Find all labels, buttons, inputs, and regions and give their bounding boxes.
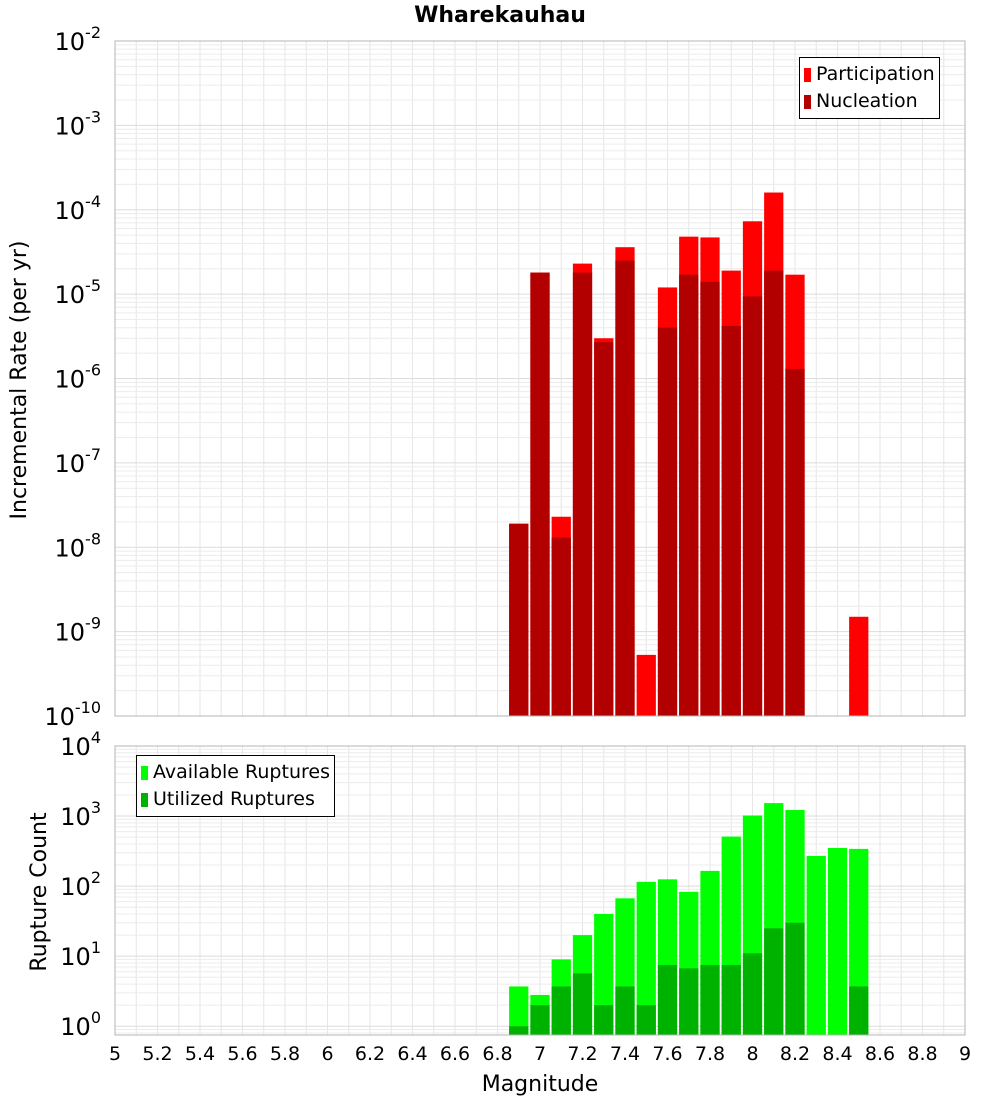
count-x-tick-label: 7.4	[610, 1043, 640, 1065]
chart-title: Wharekauhau	[414, 3, 586, 28]
rate-y-tick-label: 10-4	[55, 192, 102, 225]
count-x-tick-label: 6.8	[482, 1043, 512, 1065]
rate-bar-front	[509, 523, 529, 716]
count-x-tick-label: 6.2	[355, 1043, 385, 1065]
count-y-tick-label: 104	[60, 728, 101, 761]
count-x-tick-label: 5.2	[142, 1043, 172, 1065]
count-x-tick-label: 8.4	[822, 1043, 852, 1065]
count-y-tick-label: 101	[60, 938, 101, 971]
bottom-y-axis-label: Rupture Count	[27, 812, 52, 972]
rate-bar-front	[657, 327, 678, 716]
participation-swatch	[804, 67, 811, 82]
rate-y-tick-label: 10-2	[55, 23, 102, 56]
legend-label-utilized: Utilized Ruptures	[153, 788, 315, 810]
rate-bar-front	[742, 296, 763, 716]
count-bar-back	[509, 986, 529, 1035]
count-bar-front	[530, 1005, 550, 1035]
rate-y-tick-label: 10-10	[44, 698, 101, 731]
count-x-tick-label: 9	[959, 1043, 971, 1065]
rate-bar-front	[594, 342, 614, 716]
count-x-tick-label: 8.8	[907, 1043, 937, 1065]
count-bar-back	[806, 855, 826, 1035]
count-bar-back	[636, 881, 656, 1035]
count-x-tick-label: 5.6	[227, 1043, 257, 1065]
rate-bar-front	[572, 272, 593, 716]
count-bar-front	[721, 964, 741, 1035]
count-bar-front	[636, 1005, 656, 1035]
count-bar-front	[849, 986, 869, 1035]
count-bar-front	[509, 1026, 529, 1035]
count-x-tick-label: 5.8	[270, 1043, 300, 1065]
rate-bar-front	[679, 274, 699, 716]
rate-bar-back	[849, 616, 869, 716]
count-bar-front	[657, 964, 678, 1035]
utilized-swatch	[141, 792, 148, 807]
rate-y-tick-label: 10-7	[55, 445, 102, 478]
count-bar-front	[572, 973, 593, 1035]
count-x-tick-label: 8.2	[780, 1043, 810, 1065]
top-y-axis-label: Incremental Rate (per yr)	[7, 241, 32, 520]
rate-bar-front	[721, 325, 741, 716]
count-x-tick-label: 6.4	[397, 1043, 427, 1065]
legend-item-nucleation: Nucleation	[804, 88, 935, 115]
count-x-tick-label: 7.8	[695, 1043, 725, 1065]
rate-bar-front	[785, 368, 805, 716]
rate-y-tick-label: 10-9	[55, 614, 102, 647]
count-x-tick-label: 7.2	[567, 1043, 597, 1065]
legend-label-participation: Participation	[816, 63, 935, 85]
x-axis-label: Magnitude	[482, 1072, 599, 1097]
count-y-tick-label: 100	[60, 1008, 101, 1041]
legend-label-available: Available Ruptures	[153, 761, 330, 783]
available-swatch	[141, 765, 148, 780]
rate-plot: 10-10 10-9 10-8 10-7 10-6 10-5 10-4 10-3 10-2	[44, 23, 966, 731]
count-bar-front	[615, 986, 635, 1035]
count-plot-frame	[114, 745, 966, 1036]
count-bar-front	[785, 922, 805, 1035]
count-bar-front	[679, 968, 699, 1035]
count-bar-front	[594, 1005, 614, 1035]
count-bar-back	[594, 914, 614, 1035]
legend-item-available: Available Ruptures	[141, 759, 330, 786]
count-x-tick-label: 5	[109, 1043, 121, 1065]
count-x-tick-label: 7.6	[652, 1043, 682, 1065]
rate-bar-front	[551, 537, 571, 716]
rate-y-tick-label: 10-8	[55, 529, 102, 562]
rupture-count-plot: 100 101 102 103 104 5 5.2 5.4 5.6 5.8 6 6.2 6.4 6.6 6.…	[60, 728, 971, 1065]
rate-legend: Participation Nucleation	[799, 57, 940, 119]
rate-y-tick-label: 10-5	[55, 276, 102, 309]
count-x-tick-label: 8.6	[865, 1043, 895, 1065]
legend-item-utilized: Utilized Ruptures	[141, 786, 330, 813]
count-x-tick-label: 8	[746, 1043, 758, 1065]
count-bar-front	[700, 964, 720, 1035]
count-x-tick-label: 5.4	[185, 1043, 215, 1065]
rate-y-tick-label: 10-6	[55, 361, 102, 394]
rupture-legend: Available Ruptures Utilized Ruptures	[136, 755, 335, 817]
rate-bar-front	[530, 272, 550, 716]
rate-bar-front	[764, 270, 784, 716]
rate-y-tick-label: 10-3	[55, 107, 102, 140]
legend-label-nucleation: Nucleation	[816, 90, 918, 112]
rate-plot-frame	[114, 40, 966, 717]
count-x-tick-label: 7	[534, 1043, 546, 1065]
count-x-tick-label: 6	[321, 1043, 333, 1065]
count-y-tick-label: 102	[60, 868, 101, 901]
count-bar-front	[764, 928, 784, 1035]
count-x-tick-label: 6.6	[440, 1043, 470, 1065]
nucleation-swatch	[804, 94, 811, 109]
count-bar-front	[742, 953, 763, 1035]
rate-bar-front	[700, 281, 720, 716]
count-y-tick-label: 103	[60, 798, 101, 831]
count-bar-front	[551, 986, 571, 1035]
legend-item-participation: Participation	[804, 61, 935, 88]
rate-bar-front	[615, 260, 635, 716]
rate-bar-back	[636, 654, 656, 716]
count-bar-back	[827, 848, 848, 1035]
